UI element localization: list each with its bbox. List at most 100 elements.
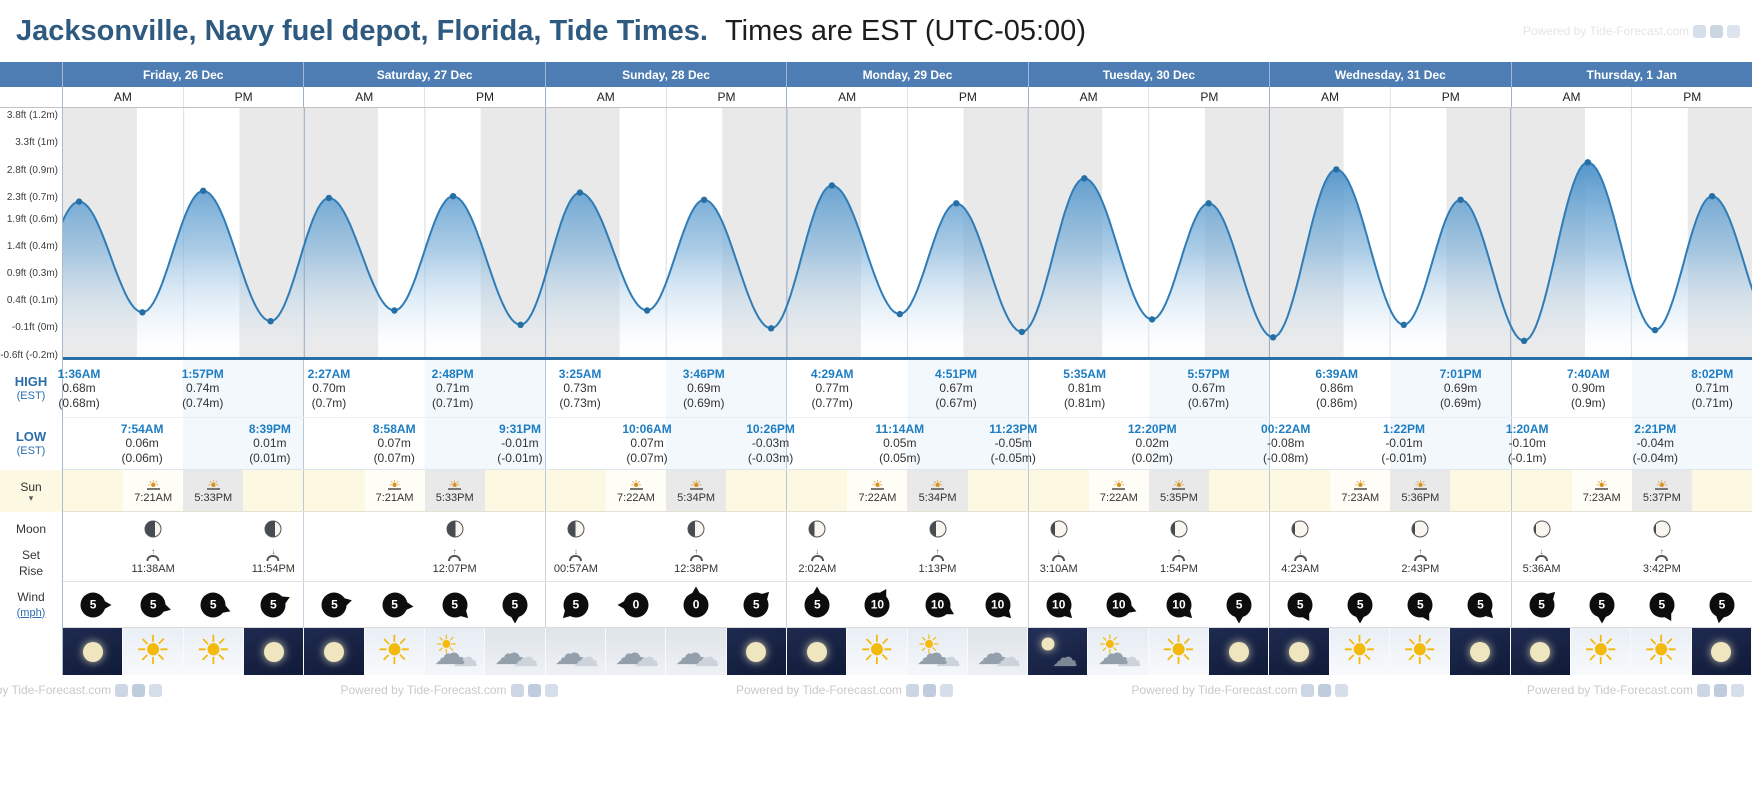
wind-speed: 5 — [1467, 592, 1493, 617]
tide-chart — [63, 108, 1752, 360]
wind-direction-arrow — [104, 600, 112, 609]
sunset-icon: ☀ — [689, 478, 703, 490]
weather-tile-partly-cloudy: ☀ ☁ ☁ — [424, 628, 486, 675]
powered-by-text[interactable]: Powered by Tide-Forecast.com — [0, 683, 112, 697]
sun-icon: ☀ — [135, 628, 171, 673]
powered-by-text[interactable]: Powered by Tide-Forecast.com — [1526, 683, 1693, 697]
high-tide-entry: 5:57PM 0.67m (0.67m) — [1187, 367, 1229, 411]
sunset-time: 5:37PM — [1642, 491, 1681, 504]
horizon-arc — [931, 555, 945, 561]
wind-direction-arrow — [617, 600, 625, 609]
wind-cell: 5 — [425, 582, 485, 627]
moonrise-event: ↑ 12:07PM — [433, 548, 477, 576]
powered-by-text[interactable]: Powered by Tide-Forecast.com — [1131, 683, 1298, 697]
rise-time: 12:38PM — [674, 563, 719, 575]
sun-cell: ☀ 5:35PM — [1148, 470, 1210, 511]
tide-extreme-dot — [643, 307, 651, 314]
tide-height-alt: (0.69m) — [1439, 395, 1482, 410]
horizon-arc — [1172, 555, 1186, 561]
wind-cell: 5 — [1512, 582, 1572, 627]
moonset-icon: ↓ — [573, 547, 578, 556]
footer-badge-icon[interactable] — [527, 683, 541, 697]
powered-by-badge-icon[interactable] — [1727, 24, 1740, 38]
powered-by-footer[interactable]: Powered by Tide-Forecast.com — [1527, 683, 1744, 697]
tide-time: 10:26PM — [746, 421, 795, 436]
footer-badge-icon[interactable] — [1696, 683, 1710, 697]
footer-badge-icon[interactable] — [923, 683, 937, 697]
footer-badge-icon[interactable] — [906, 683, 920, 697]
footer-badge-icon[interactable] — [149, 683, 163, 697]
setrise-day-0: ↑ 11:38AM ↓ 11:54PM — [63, 545, 305, 581]
wind-unit-link[interactable]: (mph) — [16, 606, 46, 619]
tide-height: 0.67m — [939, 381, 973, 396]
powered-by-footer[interactable]: Powered by Tide-Forecast.com — [735, 683, 954, 697]
cloud-icon: ☁ — [934, 642, 961, 673]
footer-badge-icon[interactable] — [510, 683, 524, 697]
powered-by-text[interactable]: Powered by Tide-Forecast.com — [340, 683, 507, 697]
footer-badge-icon[interactable] — [940, 683, 954, 697]
powered-by-badge-icon[interactable] — [1710, 24, 1723, 38]
powered-by-footer[interactable]: Powered by Tide-Forecast.com — [1131, 683, 1349, 697]
sun-expand-icon[interactable]: ▾ — [28, 493, 34, 503]
sun-day-5: ☀ 7:23AM ☀ 5:36PM — [1270, 470, 1512, 511]
powered-by-text[interactable]: Powered by Tide-Forecast.com — [1522, 24, 1689, 38]
footer-badge-icon[interactable] — [1301, 683, 1315, 697]
sun-cell: ☀ 7:23AM — [1571, 470, 1632, 511]
footer-badge-icon[interactable] — [1318, 683, 1332, 697]
wind-direction-arrow — [1128, 604, 1138, 615]
horizon-arc — [1293, 555, 1307, 561]
column-pm-day-6: PM — [1683, 90, 1702, 104]
column-pm-day-1: PM — [425, 87, 546, 107]
cloud-icon: ☁ — [976, 635, 1009, 672]
sun-day-4: ☀ 7:22AM ☀ 5:35PM — [1029, 470, 1271, 511]
powered-by-text[interactable]: Powered by Tide-Forecast.com — [735, 683, 903, 697]
low-tide-entry: 12:20PM 0.02m (0.02m) — [1128, 422, 1177, 466]
wind-badge: 10 — [980, 587, 1016, 623]
sunrise-time: 7:21AM — [375, 491, 414, 504]
footer-badge-icon[interactable] — [544, 683, 558, 697]
tide-height: 0.69m — [687, 381, 721, 396]
wind-badge: 5 — [377, 587, 414, 623]
tide-height: 0.70m — [312, 381, 346, 396]
wind-speed: 5 — [563, 592, 589, 617]
footer-badge-icon[interactable] — [132, 683, 146, 697]
cloud-icon: ☁ — [693, 642, 720, 673]
footer-badge-icon[interactable] — [115, 683, 129, 697]
powered-by-footer[interactable]: Powered by Tide-Forecast.com — [340, 683, 558, 697]
sun-cell: ☀ 5:33PM — [183, 470, 244, 511]
low-tide-day-1: 8:58AM 0.07m (0.07m) 9:31PM -0.01m (-0.01m) — [304, 418, 546, 469]
high-label: HIGH — [14, 374, 48, 389]
moon-icon — [323, 641, 344, 662]
footer-badge-icon[interactable] — [1713, 683, 1727, 697]
cloud-icon: ☁ — [494, 635, 527, 672]
moon-day-5 — [1270, 512, 1512, 545]
tide-height-alt: (0.07m) — [626, 450, 668, 465]
high-tide-entry: 4:29AM 0.77m (0.77m) — [811, 367, 854, 411]
wind-row-label: Wind (mph) — [0, 582, 62, 628]
wind-badge: 10 — [1161, 587, 1197, 623]
tide-height: -0.03m — [751, 436, 790, 451]
weather-tile-sunny: ☀ — [1631, 628, 1692, 675]
wind-cell: 5 — [1450, 582, 1510, 627]
wind-speed: 5 — [1529, 592, 1555, 617]
cloud-icon: ☁ — [512, 642, 539, 673]
footer-badge-icon[interactable] — [1335, 683, 1349, 697]
wind-speed: 5 — [804, 592, 830, 617]
sun-cell: ☀ 5:34PM — [907, 470, 968, 511]
high-tide-entry: 8:02PM 0.71m (0.71m) — [1691, 367, 1733, 411]
tide-height: 0.01m — [253, 436, 287, 451]
sunrise-time: 7:22AM — [617, 491, 655, 504]
setrise-day-3: ↓ 2:02AM ↑ 1:13PM — [787, 545, 1029, 581]
weather-tile-clear-night — [304, 628, 365, 675]
weather-tile-clear-night — [243, 628, 305, 675]
sunset-time: 5:34PM — [677, 491, 716, 504]
cloud-icon: ☁ — [1115, 642, 1142, 673]
wind-cell: 10 — [1149, 582, 1209, 627]
footer-badge-icon[interactable] — [1730, 683, 1744, 697]
tide-time: 12:20PM — [1127, 421, 1177, 436]
wind-speed: 10 — [1046, 592, 1072, 617]
powered-by-badge-icon[interactable] — [1693, 24, 1706, 38]
powered-by-top[interactable]: Powered by Tide-Forecast.com — [1523, 24, 1740, 38]
column-pm-day-5: PM — [1391, 87, 1512, 107]
powered-by-footer[interactable]: Powered by Tide-Forecast.com — [0, 683, 163, 697]
